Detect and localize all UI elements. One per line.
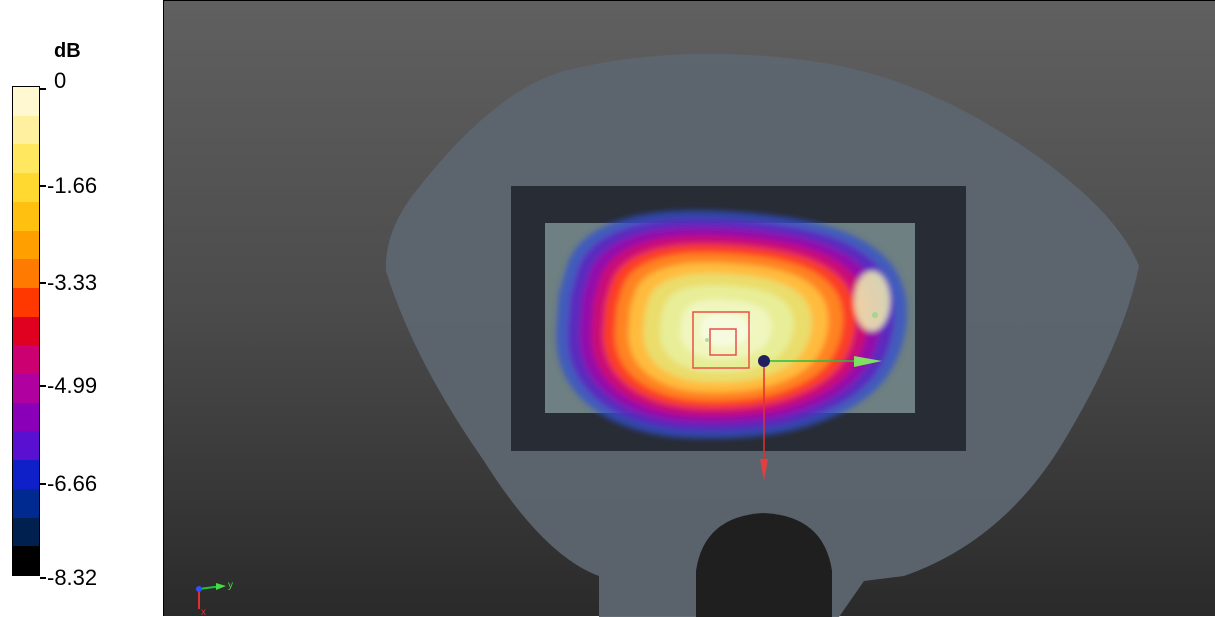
field-scene: y x — [196, 53, 1140, 617]
legend-tick — [40, 483, 46, 485]
legend-swatch — [13, 87, 39, 117]
legend-tick — [40, 282, 46, 284]
legend-tick-label: 0 — [54, 68, 67, 93]
origin-point — [758, 355, 770, 367]
legend-tick — [40, 577, 46, 579]
legend-swatch — [13, 316, 39, 347]
legend-tick-label: -8.32 — [47, 565, 98, 590]
triad-x-label: x — [201, 607, 206, 617]
secondary-peak-point — [872, 312, 878, 318]
peak-point — [705, 338, 709, 342]
secondary-lobe — [854, 271, 890, 331]
x-axis-arrowhead — [760, 459, 768, 481]
axis-triad: y x — [196, 580, 233, 617]
legend-tick — [40, 88, 46, 90]
phantom-notch — [696, 513, 832, 617]
legend-swatch — [13, 259, 39, 289]
triad-y-label: y — [228, 580, 233, 591]
legend-swatch — [13, 287, 39, 318]
legend-color-bar — [12, 86, 40, 576]
legend-swatch — [13, 345, 39, 376]
field-distribution — [556, 210, 907, 439]
legend-tick-label: -4.99 — [47, 373, 98, 398]
legend-tick — [40, 185, 46, 187]
legend-swatch — [13, 230, 39, 261]
legend-unit-label: dB — [54, 40, 81, 62]
legend-swatch — [13, 173, 39, 203]
legend-swatch — [13, 546, 39, 575]
peak-region-outer — [692, 311, 750, 369]
legend-tick-label: -6.66 — [47, 471, 98, 496]
y-axis-arrowhead — [854, 356, 882, 367]
legend-swatch — [13, 144, 39, 175]
legend-swatch — [13, 201, 39, 232]
field-contour — [700, 314, 750, 347]
peak-region-inner — [709, 328, 737, 356]
color-legend: dB 0 -1.66 -3.33 -4.99 -6.66 -8.32 — [0, 0, 162, 616]
legend-tick — [40, 385, 46, 387]
legend-swatch — [13, 402, 39, 433]
3d-viewport[interactable]: y x — [163, 0, 1215, 617]
legend-tick-label: -3.33 — [47, 270, 98, 295]
legend-swatch — [13, 431, 39, 462]
legend-swatch — [13, 115, 39, 146]
legend-swatch — [13, 517, 39, 548]
legend-swatch — [13, 374, 39, 404]
legend-swatch — [13, 460, 39, 490]
legend-swatch — [13, 488, 39, 519]
legend-tick-label: -1.66 — [47, 173, 98, 198]
